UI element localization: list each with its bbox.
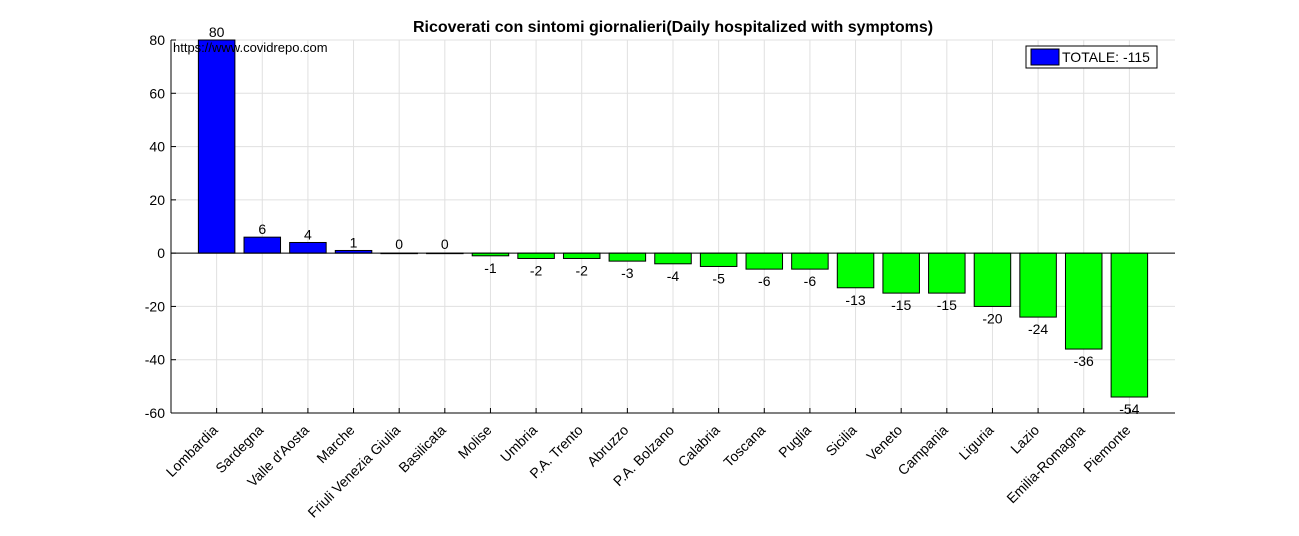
bar	[243, 236, 282, 254]
y-tick-label: 20	[149, 192, 165, 208]
bar-value-label: -1	[484, 260, 497, 276]
y-tick-label: -20	[145, 298, 165, 314]
y-tick-label: 80	[149, 32, 165, 48]
bar-value-label: -3	[621, 265, 634, 281]
bar	[1110, 252, 1149, 398]
bar	[289, 241, 327, 254]
labels-layer: 80 6 4 1 0 0 -1 -2 -2 -3 -4 -5 -6 -6 -13 -15 -15 -20 -24 -3…	[209, 24, 1140, 417]
bar	[197, 39, 236, 254]
bar	[654, 252, 692, 265]
bar	[608, 252, 647, 262]
bar-value-label: 4	[304, 226, 312, 242]
legend: TOTALE: -115	[1025, 45, 1158, 69]
bar-value-label: -6	[804, 273, 817, 289]
y-tick-label: -40	[145, 352, 165, 368]
bar-value-label: -2	[530, 262, 543, 278]
bar	[562, 252, 601, 259]
bar	[791, 252, 829, 270]
bar	[1019, 252, 1057, 318]
y-tick-label: 0	[157, 245, 165, 261]
legend-label: TOTALE: -115	[1062, 49, 1150, 65]
bar	[699, 252, 738, 267]
bar	[928, 252, 966, 294]
y-tick-label: 60	[149, 85, 165, 101]
bar-value-label: -24	[1028, 321, 1048, 337]
bar-value-label: -15	[937, 297, 957, 313]
bar	[836, 252, 875, 289]
bar-value-label: -20	[982, 310, 1002, 326]
bar	[882, 252, 920, 294]
bar	[973, 252, 1012, 307]
bar-value-label: -6	[758, 273, 771, 289]
bars-layer	[197, 39, 1149, 398]
bar-value-label: 80	[209, 24, 225, 40]
y-tick-label: -60	[145, 405, 165, 421]
bar	[517, 252, 555, 259]
bar-value-label: -54	[1119, 401, 1139, 417]
y-tick-label: 40	[149, 139, 165, 155]
bar-value-label: -4	[667, 268, 680, 284]
bar	[745, 252, 784, 270]
chart-title: Ricoverati con sintomi giornalieri(Daily…	[413, 19, 933, 36]
bar-value-label: -2	[576, 262, 589, 278]
bar-value-label: 1	[350, 234, 358, 250]
bar-value-label: -36	[1074, 353, 1094, 369]
bar-value-label: -15	[891, 297, 911, 313]
legend-swatch	[1030, 48, 1060, 66]
bar-value-label: 6	[258, 221, 266, 237]
source-label: https://www.covidrepo.com	[173, 40, 328, 55]
bar-value-label: -13	[845, 292, 865, 308]
bar-value-label: -5	[712, 270, 725, 286]
bar-value-label: 0	[395, 236, 403, 252]
bar-value-label: 0	[441, 236, 449, 252]
bar	[1064, 252, 1103, 350]
